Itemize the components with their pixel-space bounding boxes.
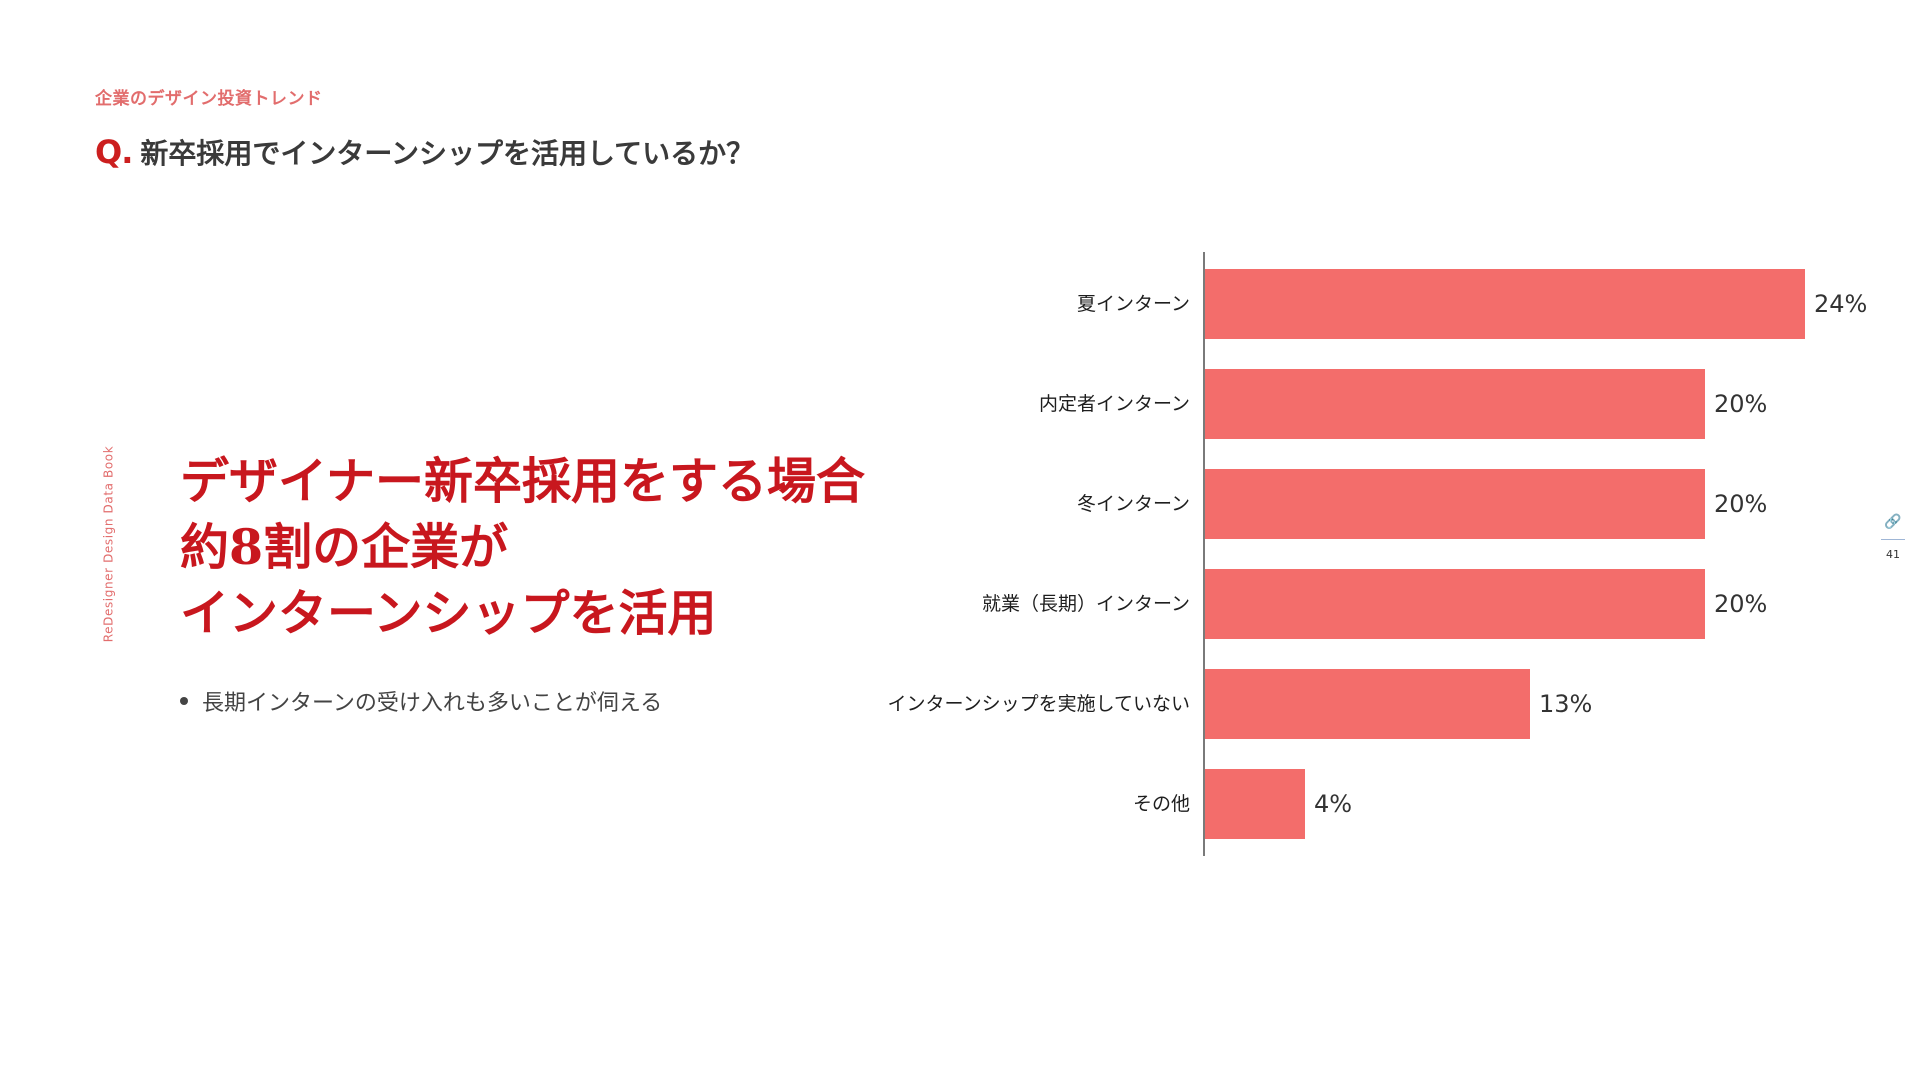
bullet-text: 長期インターンの受け入れも多いことが伺える bbox=[202, 691, 663, 716]
value-label: 13% bbox=[1539, 690, 1592, 718]
headline-line: 約8割の企業が bbox=[180, 518, 509, 576]
category-label: 夏インターン bbox=[1077, 293, 1190, 315]
bar bbox=[1205, 769, 1305, 839]
category-label: その他 bbox=[1133, 793, 1190, 815]
value-label: 4% bbox=[1314, 790, 1352, 818]
headline-line: デザイナー新卒採用をする場合 bbox=[180, 452, 866, 510]
bar bbox=[1205, 269, 1805, 339]
section-label: 企業のデザイン投資トレンド bbox=[95, 89, 323, 109]
page-meta: 🔗 41 bbox=[1878, 515, 1908, 561]
headline-line: インターンシップを活用 bbox=[180, 584, 717, 642]
question-heading: Q. 新卒採用でインターンシップを活用しているか？ bbox=[95, 132, 754, 172]
bar bbox=[1205, 569, 1705, 639]
value-label: 20% bbox=[1714, 490, 1767, 518]
q-mark: Q. bbox=[95, 133, 133, 171]
vertical-brand-label: ReDesigner Design Data Book bbox=[101, 445, 116, 643]
category-label: 冬インターン bbox=[1077, 493, 1190, 515]
link-icon[interactable]: 🔗 bbox=[1884, 514, 1902, 530]
bullet-dot bbox=[180, 697, 188, 705]
bullet-item: 長期インターンの受け入れも多いことが伺える bbox=[180, 685, 662, 717]
question-text: 新卒採用でインターンシップを活用しているか？ bbox=[140, 137, 755, 170]
bar bbox=[1205, 369, 1705, 439]
page-number: 41 bbox=[1886, 548, 1900, 561]
value-label: 20% bbox=[1714, 390, 1767, 418]
value-label: 24% bbox=[1814, 290, 1867, 318]
category-label: 就業（長期）インターン bbox=[982, 593, 1190, 615]
bar bbox=[1205, 669, 1530, 739]
bar-chart: 夏インターン 24% 内定者インターン 20% 冬インターン 20% 就業（長期）インターン… bbox=[888, 252, 1867, 856]
category-label: 内定者インターン bbox=[1039, 393, 1190, 415]
headline: デザイナー新卒採用をする場合 約8割の企業が インターンシップを活用 bbox=[180, 448, 865, 646]
page-divider bbox=[1881, 539, 1905, 540]
bar bbox=[1205, 469, 1705, 539]
category-label: インターンシップを実施していない bbox=[888, 693, 1190, 715]
value-label: 20% bbox=[1714, 590, 1767, 618]
